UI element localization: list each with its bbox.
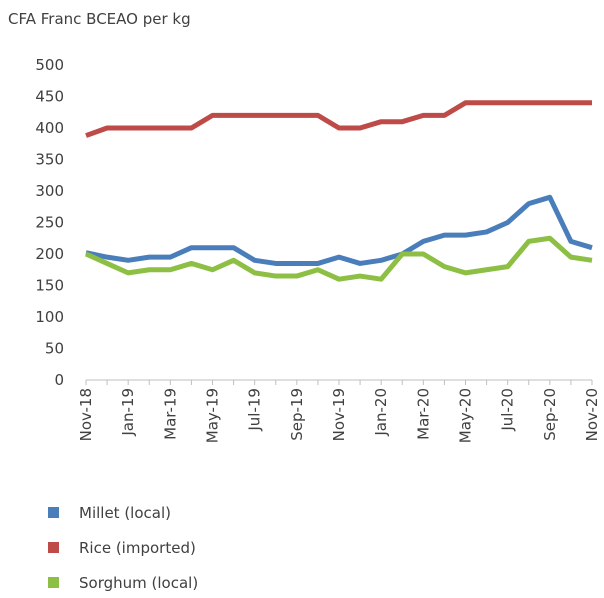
x-tick-label: Sep-19 [288, 388, 306, 441]
y-tick-label: 50 [45, 340, 64, 358]
y-tick-label: 450 [35, 88, 64, 106]
legend-label: Sorghum (local) [79, 574, 198, 592]
y-tick-label: 300 [35, 182, 64, 200]
x-tick-label: Jul-19 [246, 388, 264, 432]
y-tick-label: 0 [54, 371, 64, 389]
legend-swatch [48, 577, 59, 588]
x-tick-label: Sep-20 [541, 388, 559, 441]
legend-label: Rice (imported) [79, 539, 196, 557]
x-tick-label: Mar-20 [414, 388, 432, 440]
series-line [85, 100, 592, 138]
x-tick-label: May-19 [204, 388, 222, 443]
x-tick-label: Nov-19 [330, 388, 348, 441]
x-tick-label: Jan-20 [372, 388, 390, 437]
series-line [85, 194, 593, 266]
legend-swatch [48, 507, 59, 518]
legend-swatch [48, 542, 59, 553]
y-tick-label: 100 [35, 308, 64, 326]
x-tick-label: Nov-20 [583, 388, 601, 441]
y-tick-label: 500 [35, 56, 64, 74]
x-tick-label: May-20 [457, 388, 475, 443]
x-tick-label: Nov-18 [77, 388, 95, 441]
y-tick-label: 200 [35, 245, 64, 263]
x-tick-label: Jan-19 [119, 388, 137, 437]
x-tick-label: Jul-20 [499, 388, 517, 432]
x-tick-label: Mar-19 [161, 388, 179, 440]
y-tick-label: 400 [35, 119, 64, 137]
chart-title: CFA Franc BCEAO per kg [8, 10, 191, 28]
legend-label: Millet (local) [79, 504, 171, 522]
y-tick-label: 250 [35, 214, 64, 232]
series-line [84, 235, 593, 282]
y-tick-label: 150 [35, 277, 64, 295]
y-tick-label: 350 [35, 151, 64, 169]
